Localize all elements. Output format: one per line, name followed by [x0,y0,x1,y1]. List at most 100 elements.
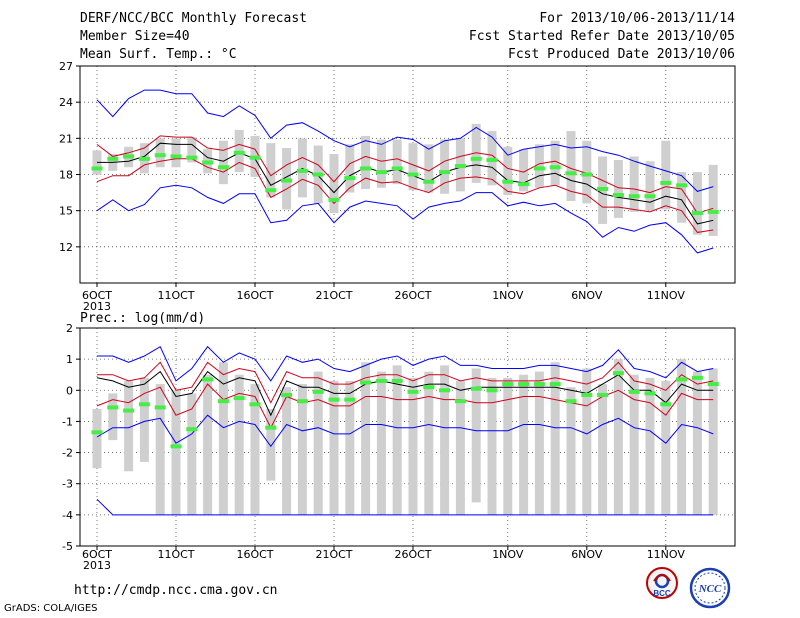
spread-box [708,368,718,515]
x-tick-label: 21OCT [315,289,352,302]
x-tick-label: 6OCT [82,289,112,302]
median-marker [454,164,466,169]
spread-box [645,161,655,211]
median-marker [439,170,451,175]
x-tick-label: 11OCT [157,289,194,302]
series-floor-line [96,498,714,516]
spread-box [329,380,339,515]
median-marker [391,378,403,383]
spread-box [329,154,339,214]
spread-box [392,365,402,515]
spread-box [424,371,434,515]
spread-box [487,377,497,515]
median-marker [707,209,719,214]
x-tick-label: 26OCT [394,289,431,302]
spread-box [282,387,292,515]
median-marker [375,170,387,175]
spread-box [124,380,134,472]
median-marker [186,427,198,432]
median-marker [233,150,245,155]
median-marker [91,166,103,171]
series-mean-line [96,370,714,417]
y-tick-label: -5 [62,540,73,553]
fcst-started-date: Fcst Started Refer Date 2013/10/05 [468,29,735,44]
median-marker [123,408,135,413]
series-max-line [97,345,714,382]
median-marker [533,166,545,171]
series-upper-line [97,361,714,404]
spread-box [677,172,687,223]
spread-box [361,135,371,189]
bcc-logo-text: BCC [653,589,671,598]
spread-box [361,362,371,515]
median-marker [644,391,656,396]
median-marker [391,166,403,171]
x-tick-label: 6NOV [571,548,603,561]
spread-box [187,393,197,515]
median-marker [328,197,340,202]
x-year-label: 2013 [83,559,111,572]
y-tick-label: 24 [59,96,73,109]
spread-box [376,139,386,188]
series-mean-line [97,142,714,225]
median-marker [612,192,624,197]
spread-box [613,359,623,515]
spread-box [645,377,655,515]
y-tick-label: -4 [62,509,73,522]
spread-box [250,384,260,515]
spread-box [155,138,165,168]
spread-box [297,384,307,515]
spread-box [582,368,592,515]
median-marker [660,402,672,407]
ncc-logo: NCC [689,567,731,609]
y-tick-label: 18 [59,169,73,182]
spread-box [424,144,434,193]
spread-box [218,140,228,185]
series-upper-line [96,135,714,214]
spread-box [519,149,529,192]
median-marker [454,399,466,404]
median-marker [202,377,214,382]
median-marker [249,402,261,407]
median-marker [581,392,593,397]
median-marker [217,165,229,170]
fcst-produced-date: Fcst Produced Date 2013/10/06 [508,47,735,62]
median-marker [281,392,293,397]
spread-box [503,146,513,195]
median-marker [628,389,640,394]
median-marker [549,382,561,387]
median-marker [91,430,103,435]
series-lower-line [96,158,714,233]
y-tick-label: 27 [59,60,73,73]
x-tick-label: 1NOV [492,548,524,561]
median-marker [470,156,482,161]
y-tick-label: 0 [66,384,73,397]
y-tick-label: -2 [62,447,73,460]
median-marker [123,154,135,159]
series-min-line [96,414,714,448]
spread-box [629,374,639,515]
forecast-range: For 2013/10/06-2013/11/14 [539,11,735,26]
median-marker [265,188,277,193]
median-marker [407,389,419,394]
median-marker [581,172,593,177]
median-marker [691,211,703,216]
x-tick-label: 26OCT [394,548,431,561]
spread-box [408,377,418,515]
spread-box [613,160,623,218]
plot-frame [79,327,736,547]
median-marker [186,155,198,160]
spread-box [534,371,544,515]
spread-box [534,144,544,188]
median-marker [676,377,688,382]
x-tick-label: 16OCT [236,289,273,302]
median-marker [628,194,640,199]
median-marker [486,158,498,163]
spread-box [708,164,718,236]
spread-box [266,143,276,198]
source-url[interactable]: http://cmdp.ncc.cma.gov.cn [74,583,278,598]
median-marker [312,172,324,177]
ncc-logo-text: NCC [698,583,722,595]
median-marker [533,382,545,387]
